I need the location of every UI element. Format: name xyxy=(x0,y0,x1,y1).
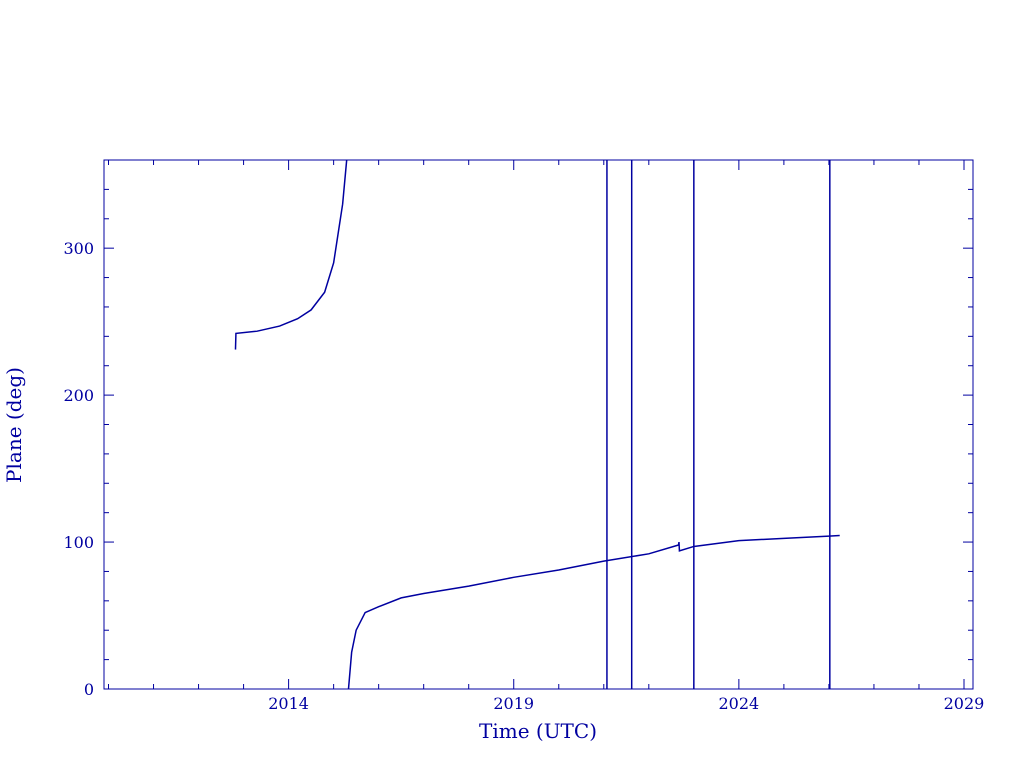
y-tick-label: 200 xyxy=(63,386,94,405)
x-tick-label: 2029 xyxy=(944,694,985,713)
y-axis-label: Plane (deg) xyxy=(2,367,26,483)
plot-frame xyxy=(103,159,974,690)
x-axis-label: Time (UTC) xyxy=(479,719,597,743)
y-tick-label: 300 xyxy=(63,239,94,258)
y-tick-label: 100 xyxy=(63,533,94,552)
data-line xyxy=(347,534,840,690)
data-line xyxy=(234,159,348,350)
x-tick-label: 2014 xyxy=(268,694,309,713)
x-tick-label: 2024 xyxy=(719,694,760,713)
x-tick-label: 2019 xyxy=(493,694,534,713)
y-tick-label: 0 xyxy=(84,680,94,699)
